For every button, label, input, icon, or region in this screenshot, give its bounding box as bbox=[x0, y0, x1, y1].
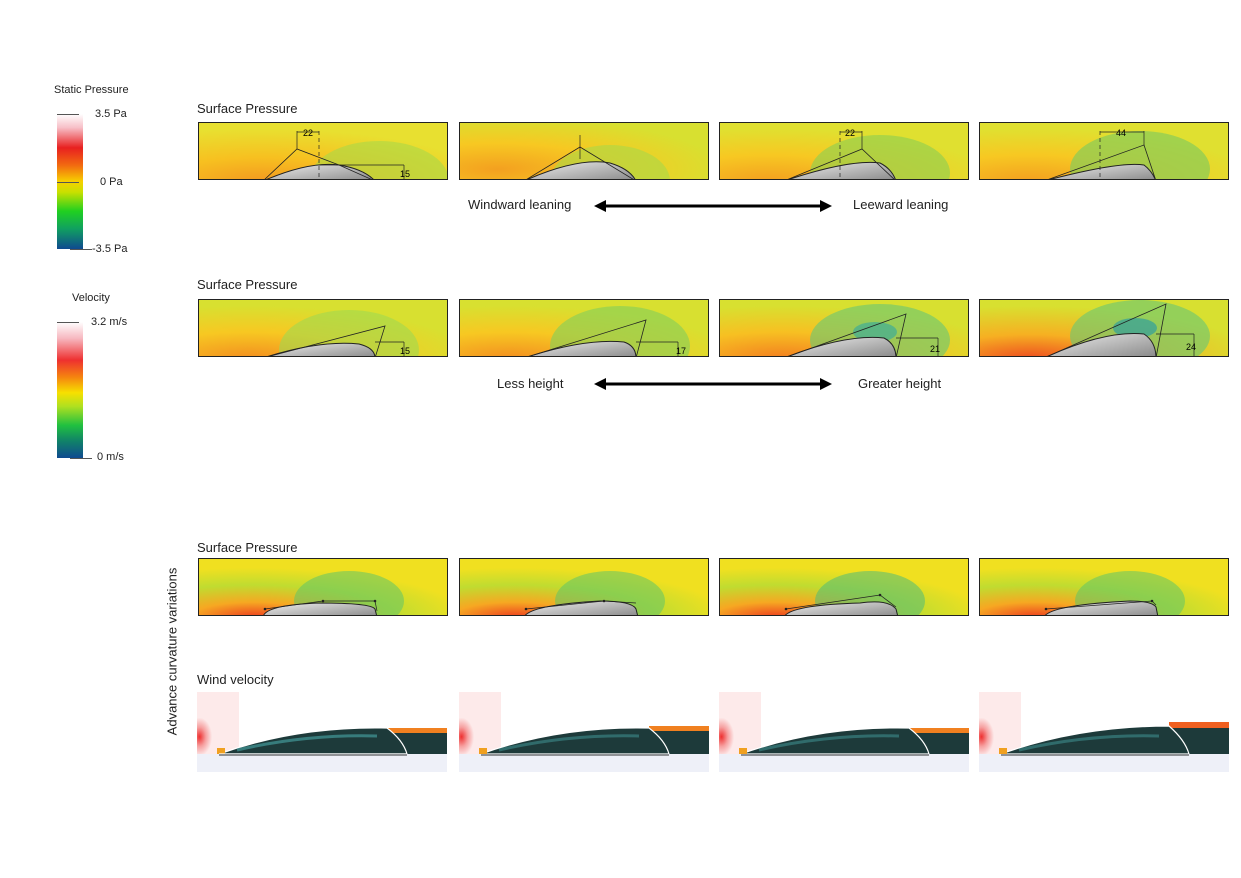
velocity-color-bar bbox=[57, 322, 83, 458]
row2-title: Surface Pressure bbox=[197, 277, 298, 292]
row1-panel-3-dim-top: 22 bbox=[845, 128, 855, 138]
pressure-legend-title: Static Pressure bbox=[54, 84, 129, 96]
row3-panel-1 bbox=[198, 558, 448, 616]
row2-panel-3: 21 bbox=[719, 299, 969, 357]
pressure-color-bar bbox=[57, 114, 83, 249]
velocity-legend-title: Velocity bbox=[72, 292, 110, 304]
side-label: Advance curvature variations bbox=[164, 567, 180, 736]
row4-panel-2 bbox=[459, 692, 709, 772]
row1-double-arrow bbox=[594, 200, 832, 212]
row4-panel-3 bbox=[719, 692, 969, 772]
row1-title: Surface Pressure bbox=[197, 101, 298, 116]
row1-panel-2 bbox=[459, 122, 709, 180]
row1-right-label: Leeward leaning bbox=[853, 197, 949, 212]
row4-panel-1 bbox=[197, 692, 447, 772]
row3-panel-2 bbox=[459, 558, 709, 616]
row1-panel-4: 44 bbox=[979, 122, 1229, 180]
row3-panel-4 bbox=[979, 558, 1229, 616]
row1-panel-4-dim-top: 44 bbox=[1116, 128, 1126, 138]
row2-panel-1-dim: 15 bbox=[400, 346, 410, 356]
row3-title: Surface Pressure bbox=[197, 540, 298, 555]
row2-panel-4: 24 bbox=[979, 299, 1229, 357]
row4-title: Wind velocity bbox=[197, 672, 274, 687]
row4-panel-4 bbox=[979, 692, 1229, 772]
row2-right-label: Greater height bbox=[858, 376, 942, 391]
pressure-mid-label: 0 Pa bbox=[100, 176, 123, 188]
row1-panel-1-dim-top: 22 bbox=[303, 128, 313, 138]
pressure-max-label: 3.5 Pa bbox=[95, 108, 127, 120]
velocity-min-label: 0 m/s bbox=[97, 451, 124, 463]
velocity-max-label: 3.2 m/s bbox=[91, 316, 128, 328]
row2-left-label: Less height bbox=[497, 376, 564, 391]
row2-panel-3-dim: 21 bbox=[930, 344, 940, 354]
row2-panel-4-dim: 24 bbox=[1186, 342, 1196, 352]
row2-panel-2-dim: 17 bbox=[676, 346, 686, 356]
row1-panel-1: 22 15 bbox=[198, 122, 448, 180]
row2-double-arrow bbox=[594, 378, 832, 390]
row2-panel-1: 15 bbox=[198, 299, 448, 357]
pressure-min-label: -3.5 Pa bbox=[92, 243, 128, 255]
row1-left-label: Windward leaning bbox=[468, 197, 572, 212]
row1-panel-1-dim-side: 15 bbox=[400, 169, 410, 179]
row3-panel-3 bbox=[719, 558, 969, 616]
row2-panel-2: 17 bbox=[459, 299, 709, 357]
row1-panel-3: 22 bbox=[719, 122, 969, 180]
